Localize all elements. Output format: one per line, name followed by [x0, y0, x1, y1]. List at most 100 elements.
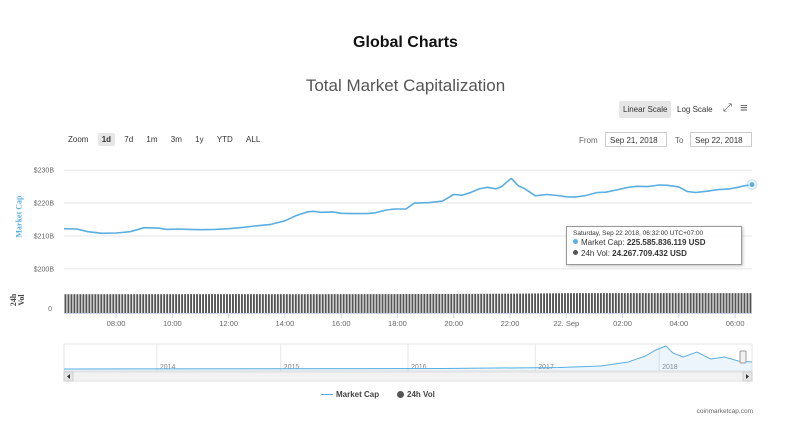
vol-bar	[169, 294, 172, 313]
vol-bar	[258, 294, 261, 313]
volume-bars	[64, 293, 752, 313]
vol-bar	[620, 293, 623, 313]
x-tick-label: 16:00	[332, 319, 351, 328]
navigator: 2014 2015 2016 2017 2018	[63, 343, 753, 382]
vol-bar	[121, 294, 124, 313]
vol-bar	[420, 294, 423, 313]
zoom-ytd-button[interactable]: YTD	[216, 135, 233, 144]
tooltip-vol-value: 24.267.709.432 USD	[612, 249, 687, 258]
vol-bar	[217, 294, 219, 313]
vol-bar	[79, 294, 82, 313]
vol-bar	[366, 294, 369, 313]
vol-bar	[294, 294, 297, 313]
to-date-input[interactable]: Sep 22, 2018	[690, 132, 752, 147]
vol-bar	[614, 293, 617, 313]
vol-bar	[743, 293, 746, 313]
vol-bar	[489, 293, 492, 313]
vol-bar	[255, 294, 258, 313]
vol-bar	[495, 293, 498, 313]
vol-bar	[270, 294, 273, 313]
vol-bar	[564, 293, 566, 313]
vol-bar	[405, 294, 408, 313]
credits[interactable]: coinmarketcap.com	[696, 408, 753, 415]
vol-bar	[438, 293, 441, 313]
vol-bar	[273, 294, 276, 313]
vol-bar	[474, 293, 477, 313]
vol-bar	[237, 294, 240, 313]
hamburger-menu-icon[interactable]: ≡	[740, 100, 748, 115]
zoom-3m-button[interactable]: 3m	[170, 135, 182, 144]
vol-bar	[205, 294, 207, 313]
vol-bar	[127, 294, 130, 313]
vol-bar	[100, 294, 103, 313]
navigator-handle[interactable]	[739, 350, 747, 364]
vol-bar	[208, 294, 210, 313]
vol-bar	[157, 294, 160, 313]
market-cap-series	[63, 177, 758, 235]
y-tick-label: $220B	[34, 201, 55, 208]
navigator-scrollbar[interactable]	[63, 371, 753, 382]
vol-bar	[112, 294, 115, 313]
from-date-input[interactable]: Sep 21, 2018	[605, 132, 667, 147]
navigator-year-label: 2016	[411, 364, 427, 371]
log-scale-button[interactable]: Log Scale	[677, 105, 713, 114]
vol-bar	[459, 293, 462, 313]
vol-bar	[543, 293, 546, 313]
grid-lines	[64, 169, 752, 270]
vol-bar	[498, 293, 501, 313]
vol-bar	[519, 293, 522, 313]
x-tick-label: 04:00	[669, 319, 688, 328]
linear-scale-button[interactable]: Linear Scale	[619, 101, 672, 118]
vol-bar	[671, 293, 674, 313]
vol-bar	[429, 293, 432, 313]
legend-vol[interactable]: 24h Vol	[397, 390, 435, 399]
vol-bar	[501, 293, 504, 313]
vol-bar	[492, 293, 495, 313]
vol-bar	[211, 294, 213, 313]
vol-bar	[67, 294, 70, 313]
legend-market-cap[interactable]: Market Cap	[321, 390, 379, 399]
vol-bar	[656, 293, 659, 313]
fullscreen-icon[interactable]: ⤢	[723, 102, 732, 114]
vol-bar	[411, 294, 414, 313]
vol-bar	[106, 294, 109, 313]
vol-bar	[330, 294, 333, 313]
vol-bar	[617, 293, 620, 313]
vol-dot-icon	[573, 250, 578, 255]
navigator-year-label: 2014	[160, 364, 176, 371]
vol-bar	[725, 293, 728, 313]
vol-bar	[641, 293, 644, 313]
vol-bar	[599, 293, 602, 313]
vol-bar	[707, 293, 710, 313]
vol-bar	[662, 293, 665, 313]
zoom-label: Zoom	[68, 135, 89, 144]
vol-bar	[584, 293, 587, 313]
vol-bar	[537, 293, 540, 313]
vol-bar	[240, 294, 243, 313]
vol-bar	[435, 293, 438, 313]
zoom-1y-button[interactable]: 1y	[195, 135, 204, 144]
vol-bar	[154, 294, 157, 313]
vol-bar	[674, 293, 677, 313]
vol-bar	[387, 294, 390, 313]
vol-bar	[432, 293, 435, 313]
zoom-1m-button[interactable]: 1m	[146, 135, 158, 144]
vol-bar	[282, 294, 285, 313]
vol-bar	[686, 293, 689, 313]
vol-bar	[453, 293, 456, 313]
x-tick-label: 22. Sep	[553, 319, 579, 328]
vol-bar	[468, 293, 471, 313]
vol-bar	[318, 294, 321, 313]
vol-bar	[441, 293, 444, 313]
vol-bar	[103, 294, 106, 313]
zoom-1d-button[interactable]: 1d	[97, 133, 116, 146]
zoom-all-button[interactable]: ALL	[246, 135, 261, 144]
vol-bar	[444, 293, 447, 313]
vol-bar	[232, 294, 234, 313]
y-tick-label: $200B	[34, 266, 55, 273]
vol-bar	[363, 294, 366, 313]
vol-bar	[486, 293, 489, 313]
vol-bar	[570, 293, 572, 313]
vol-bar	[623, 293, 626, 313]
zoom-7d-button[interactable]: 7d	[124, 135, 134, 144]
